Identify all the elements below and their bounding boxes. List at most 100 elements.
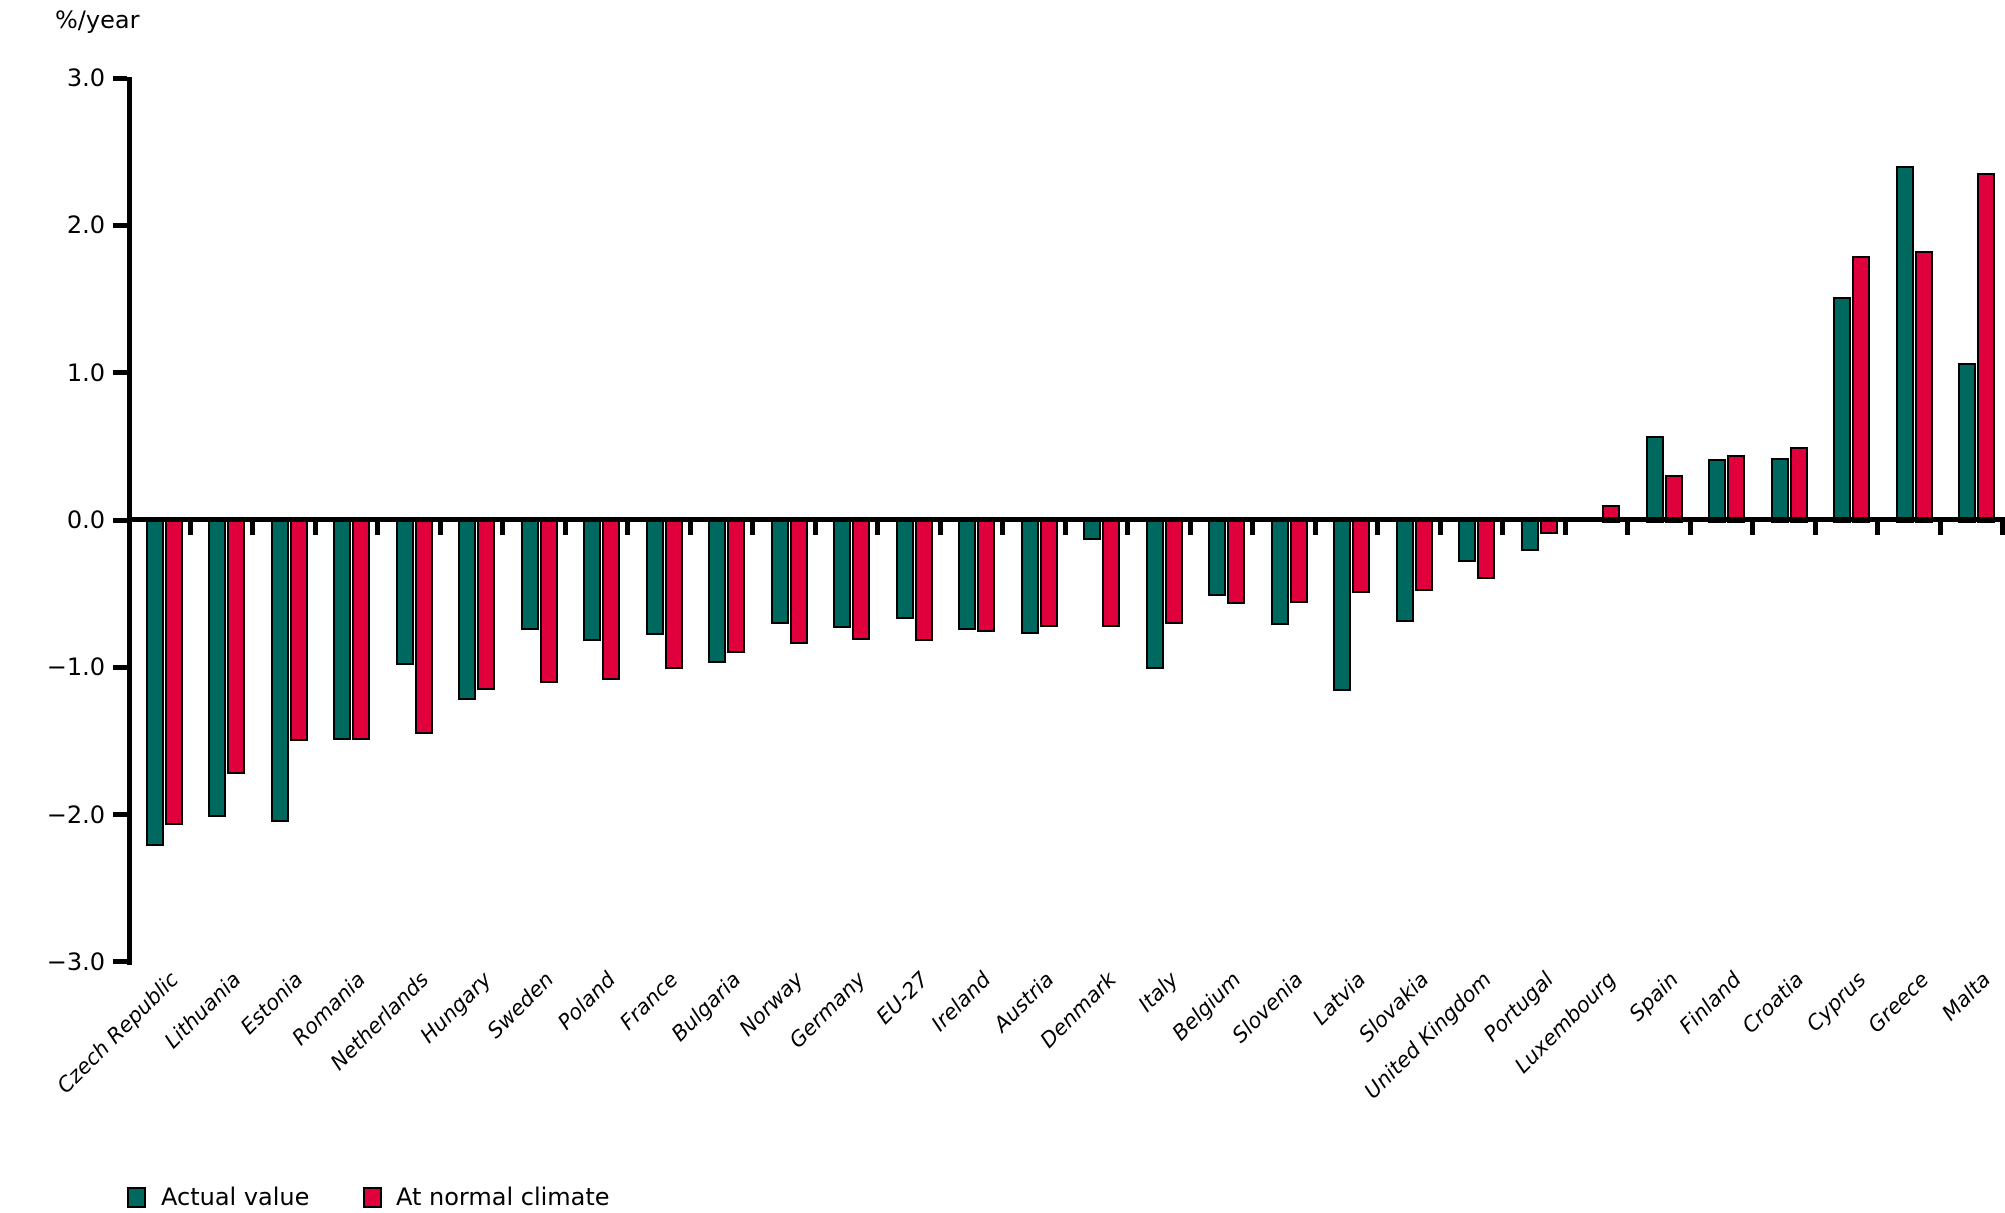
bar-actual-value-estonia: [270, 517, 289, 823]
y-axis-tick: [113, 75, 127, 81]
y-axis-line: [127, 77, 132, 965]
x-axis-label-latvia: Latvia: [1308, 967, 1371, 1030]
x-axis-label-italy: Italy: [1133, 967, 1184, 1017]
x-axis-tick: [625, 522, 630, 535]
legend-swatch-at-normal-climate: [363, 1187, 382, 1208]
x-axis-tick: [2000, 522, 2005, 535]
x-axis-label-finland: Finland: [1674, 967, 1746, 1039]
bar-actual-value-slovakia: [1395, 517, 1414, 623]
x-axis-label-greece: Greece: [1862, 967, 1934, 1038]
bar-actual-value-france: [645, 517, 664, 636]
x-axis-tick: [1187, 522, 1193, 535]
x-axis-tick: [437, 522, 443, 535]
x-axis-tick: [1812, 522, 1818, 535]
bar-actual-value-sweden: [520, 517, 539, 630]
x-axis-tick: [500, 522, 505, 535]
bar-actual-value-greece: [1895, 165, 1914, 523]
y-axis-tick-label: −3.0: [46, 947, 105, 976]
bar-at-normal-climate-lithuania: [227, 517, 245, 774]
x-axis-tick: [1875, 522, 1880, 535]
bar-actual-value-cyprus: [1833, 297, 1851, 523]
x-axis-tick: [1125, 522, 1130, 535]
y-axis-tick: [113, 517, 127, 523]
x-axis-tick: [812, 522, 818, 535]
x-axis-label-ireland: Ireland: [926, 967, 996, 1036]
x-axis-label-bulgaria: Bulgaria: [666, 967, 746, 1046]
x-axis-tick: [375, 522, 380, 535]
bar-at-normal-climate-czech-republic: [164, 517, 183, 826]
bar-actual-value-poland: [583, 517, 601, 642]
bar-at-normal-climate-ireland: [977, 517, 995, 633]
bar-actual-value-finland: [1708, 459, 1726, 523]
x-axis-tick: [687, 522, 693, 535]
bar-at-normal-climate-belgium: [1227, 517, 1245, 605]
x-axis-label-sweden: Sweden: [482, 967, 559, 1043]
bar-at-normal-climate-netherlands: [414, 517, 433, 735]
x-axis-tick: [1437, 522, 1443, 535]
bar-actual-value-norway: [770, 517, 789, 624]
bar-at-normal-climate-austria: [1039, 517, 1058, 627]
x-axis-tick: [875, 522, 880, 535]
bar-at-normal-climate-denmark: [1102, 517, 1120, 627]
x-axis-tick: [562, 522, 568, 535]
x-axis-tick: [1000, 522, 1005, 535]
bar-actual-value-latvia: [1333, 517, 1351, 692]
bar-at-normal-climate-finland: [1727, 454, 1745, 523]
bar-at-normal-climate-hungary: [477, 517, 495, 690]
x-axis-label-malta: Malta: [1937, 967, 1996, 1026]
bar-actual-value-netherlands: [395, 517, 414, 665]
bar-at-normal-climate-italy: [1164, 517, 1183, 624]
bar-actual-value-romania: [333, 517, 351, 740]
x-axis-tick: [1375, 522, 1380, 535]
legend-label-actual-value: Actual value: [161, 1183, 310, 1211]
bar-actual-value-lithuania: [208, 517, 226, 817]
bar-actual-value-united-kingdom: [1458, 517, 1476, 562]
x-axis-label-poland: Poland: [553, 967, 621, 1035]
bar-actual-value-croatia: [1770, 457, 1789, 523]
bar-at-normal-climate-slovakia: [1414, 517, 1433, 592]
legend-swatch-actual-value: [127, 1187, 146, 1208]
y-axis-tick-label: 2.0: [66, 211, 105, 240]
bar-at-normal-climate-slovenia: [1289, 517, 1308, 603]
bar-actual-value-hungary: [458, 517, 476, 701]
bar-at-normal-climate-germany: [852, 517, 870, 640]
bar-actual-value-italy: [1145, 517, 1164, 670]
x-axis-tick: [1562, 522, 1568, 535]
bar-at-normal-climate-malta: [1977, 173, 1995, 523]
x-axis-tick: [250, 522, 255, 535]
y-axis-tick-label: −1.0: [46, 653, 105, 682]
bar-at-normal-climate-spain: [1664, 475, 1683, 523]
y-axis-tick-label: 3.0: [66, 64, 105, 93]
bar-actual-value-spain: [1645, 435, 1664, 523]
y-axis-unit-label: %/year: [55, 6, 140, 34]
y-axis-tick: [113, 222, 127, 228]
x-axis-tick: [1750, 522, 1755, 535]
bar-actual-value-czech-republic: [145, 517, 164, 847]
y-axis-tick: [113, 812, 127, 818]
x-axis-tick: [1250, 522, 1255, 535]
y-axis-tick: [113, 959, 127, 965]
x-axis-tick: [1062, 522, 1068, 535]
x-axis-tick: [1687, 522, 1693, 535]
bar-at-normal-climate-sweden: [539, 517, 558, 683]
bar-at-normal-climate-latvia: [1352, 517, 1370, 593]
y-axis-tick: [113, 370, 127, 376]
x-axis-zero-line: [127, 517, 2005, 522]
bar-at-normal-climate-romania: [352, 517, 370, 740]
bar-at-normal-climate-poland: [602, 517, 620, 680]
bar-at-normal-climate-bulgaria: [727, 517, 745, 654]
bar-actual-value-malta: [1958, 363, 1976, 523]
legend-label-at-normal-climate: At normal climate: [396, 1183, 610, 1211]
y-axis-tick-label: 1.0: [66, 358, 105, 387]
x-axis-label-spain: Spain: [1624, 967, 1684, 1026]
x-axis-label-croatia: Croatia: [1737, 967, 1809, 1038]
y-axis-tick: [113, 664, 127, 670]
bar-actual-value-eu-27: [895, 517, 914, 620]
bar-at-normal-climate-estonia: [289, 517, 308, 742]
bar-actual-value-ireland: [958, 517, 976, 630]
bar-at-normal-climate-croatia: [1789, 447, 1808, 523]
bar-actual-value-belgium: [1208, 517, 1226, 596]
bar-at-normal-climate-norway: [789, 517, 808, 645]
bar-actual-value-austria: [1020, 517, 1039, 634]
